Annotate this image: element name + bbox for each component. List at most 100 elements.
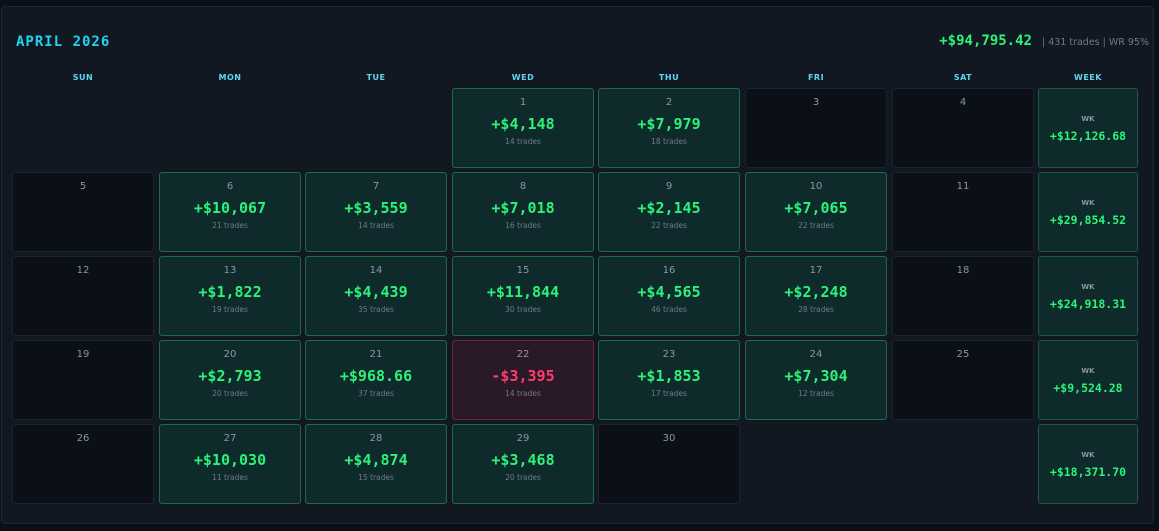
day-number: 11	[956, 181, 970, 192]
day-cell[interactable]: 29 +$3,468 20 trades	[452, 424, 594, 504]
day-trade-count: 20 trades	[505, 473, 541, 482]
day-cell[interactable]: 25	[892, 340, 1034, 420]
day-trade-count: 16 trades	[505, 221, 541, 230]
calendar-title: APRIL 2026	[16, 34, 111, 50]
week-total-pnl: +$18,371.70	[1049, 465, 1127, 479]
day-trade-count: 21 trades	[212, 221, 248, 230]
day-cell[interactable]: 28 +$4,874 15 trades	[305, 424, 447, 504]
day-cell[interactable]: 3	[745, 88, 887, 168]
day-cell[interactable]: 20 +$2,793 20 trades	[159, 340, 301, 420]
day-number: 28	[369, 433, 383, 444]
day-pnl: +$7,065	[784, 199, 848, 217]
day-trade-count: 14 trades	[505, 389, 541, 398]
day-cell[interactable]: 30	[598, 424, 740, 504]
day-number: 10	[809, 181, 823, 192]
day-number: 12	[76, 265, 90, 276]
day-cell[interactable]: 18	[892, 256, 1034, 336]
day-cell[interactable]: 19	[12, 340, 154, 420]
day-number: 30	[662, 433, 676, 444]
week-label: WK	[1081, 451, 1095, 459]
week-label: WK	[1081, 367, 1095, 375]
day-pnl: +$1,822	[198, 283, 262, 301]
day-number: 7	[372, 181, 380, 192]
day-cell[interactable]: 23 +$1,853 17 trades	[598, 340, 740, 420]
day-pnl: +$4,565	[637, 283, 701, 301]
day-cell[interactable]: 22 -$3,395 14 trades	[452, 340, 594, 420]
day-pnl: +$2,145	[637, 199, 701, 217]
day-pnl: +$3,468	[491, 451, 555, 469]
week-summary-cell: WK +$9,524.28	[1038, 340, 1138, 420]
day-number: 16	[662, 265, 676, 276]
week-label: WK	[1081, 115, 1095, 123]
day-number: 8	[519, 181, 527, 192]
day-number: 25	[956, 349, 970, 360]
day-number: 14	[369, 265, 383, 276]
day-trade-count: 12 trades	[798, 389, 834, 398]
day-trade-count: 28 trades	[798, 305, 834, 314]
day-cell[interactable]: 7 +$3,559 14 trades	[305, 172, 447, 252]
week-total-pnl: +$29,854.52	[1049, 213, 1127, 227]
day-pnl: +$3,559	[344, 199, 408, 217]
day-cell[interactable]: 15 +$11,844 30 trades	[452, 256, 594, 336]
day-pnl: +$10,067	[193, 199, 267, 217]
day-number: 3	[812, 97, 820, 108]
month-total-pnl: +$94,795.42	[939, 33, 1032, 49]
day-trade-count: 46 trades	[651, 305, 687, 314]
day-number: 13	[223, 265, 237, 276]
day-header-wed: WED	[511, 73, 535, 82]
day-header-fri: FRI	[807, 73, 825, 82]
day-number: 29	[516, 433, 530, 444]
day-cell[interactable]: 24 +$7,304 12 trades	[745, 340, 887, 420]
day-cell[interactable]: 2 +$7,979 18 trades	[598, 88, 740, 168]
day-pnl: +$4,874	[344, 451, 408, 469]
day-number: 23	[662, 349, 676, 360]
day-trade-count: 11 trades	[212, 473, 248, 482]
week-summary-cell: WK +$24,918.31	[1038, 256, 1138, 336]
day-header-week: WEEK	[1074, 73, 1102, 82]
day-trade-count: 22 trades	[798, 221, 834, 230]
day-number: 1	[519, 97, 527, 108]
month-summary: +$94,795.42 | 431 trades | WR 95%	[939, 33, 1149, 49]
day-cell[interactable]: 6 +$10,067 21 trades	[159, 172, 301, 252]
day-cell[interactable]: 17 +$2,248 28 trades	[745, 256, 887, 336]
day-number: 19	[76, 349, 90, 360]
day-pnl: +$2,248	[784, 283, 848, 301]
week-summary-cell: WK +$29,854.52	[1038, 172, 1138, 252]
day-cell[interactable]: 26	[12, 424, 154, 504]
day-header-tue: TUE	[366, 73, 386, 82]
day-cell[interactable]: 1 +$4,148 14 trades	[452, 88, 594, 168]
day-pnl: +$7,979	[637, 115, 701, 133]
day-pnl: +$7,018	[491, 199, 555, 217]
day-cell[interactable]: 8 +$7,018 16 trades	[452, 172, 594, 252]
day-trade-count: 14 trades	[505, 137, 541, 146]
day-pnl: +$968.66	[339, 367, 413, 385]
day-cell[interactable]: 16 +$4,565 46 trades	[598, 256, 740, 336]
month-meta: | 431 trades | WR 95%	[1041, 37, 1149, 48]
day-cell[interactable]: 13 +$1,822 19 trades	[159, 256, 301, 336]
day-cell[interactable]: 14 +$4,439 35 trades	[305, 256, 447, 336]
day-cell[interactable]: 10 +$7,065 22 trades	[745, 172, 887, 252]
week-total-pnl: +$12,126.68	[1049, 129, 1127, 143]
day-number: 26	[76, 433, 90, 444]
day-number: 27	[223, 433, 237, 444]
day-trade-count: 37 trades	[358, 389, 394, 398]
week-total-pnl: +$9,524.28	[1053, 381, 1123, 395]
day-cell[interactable]: 5	[12, 172, 154, 252]
day-header-thu: THU	[658, 73, 680, 82]
day-number: 21	[369, 349, 383, 360]
day-number: 17	[809, 265, 823, 276]
day-number: 24	[809, 349, 823, 360]
day-cell[interactable]: 11	[892, 172, 1034, 252]
day-number: 4	[959, 97, 967, 108]
day-cell[interactable]: 12	[12, 256, 154, 336]
day-cell[interactable]: 21 +$968.66 37 trades	[305, 340, 447, 420]
day-trade-count: 22 trades	[651, 221, 687, 230]
day-cell[interactable]: 4	[892, 88, 1034, 168]
day-header-mon: MON	[218, 73, 242, 82]
day-cell[interactable]: 27 +$10,030 11 trades	[159, 424, 301, 504]
day-trade-count: 20 trades	[212, 389, 248, 398]
day-trade-count: 19 trades	[212, 305, 248, 314]
day-trade-count: 15 trades	[358, 473, 394, 482]
day-trade-count: 18 trades	[651, 137, 687, 146]
day-cell[interactable]: 9 +$2,145 22 trades	[598, 172, 740, 252]
